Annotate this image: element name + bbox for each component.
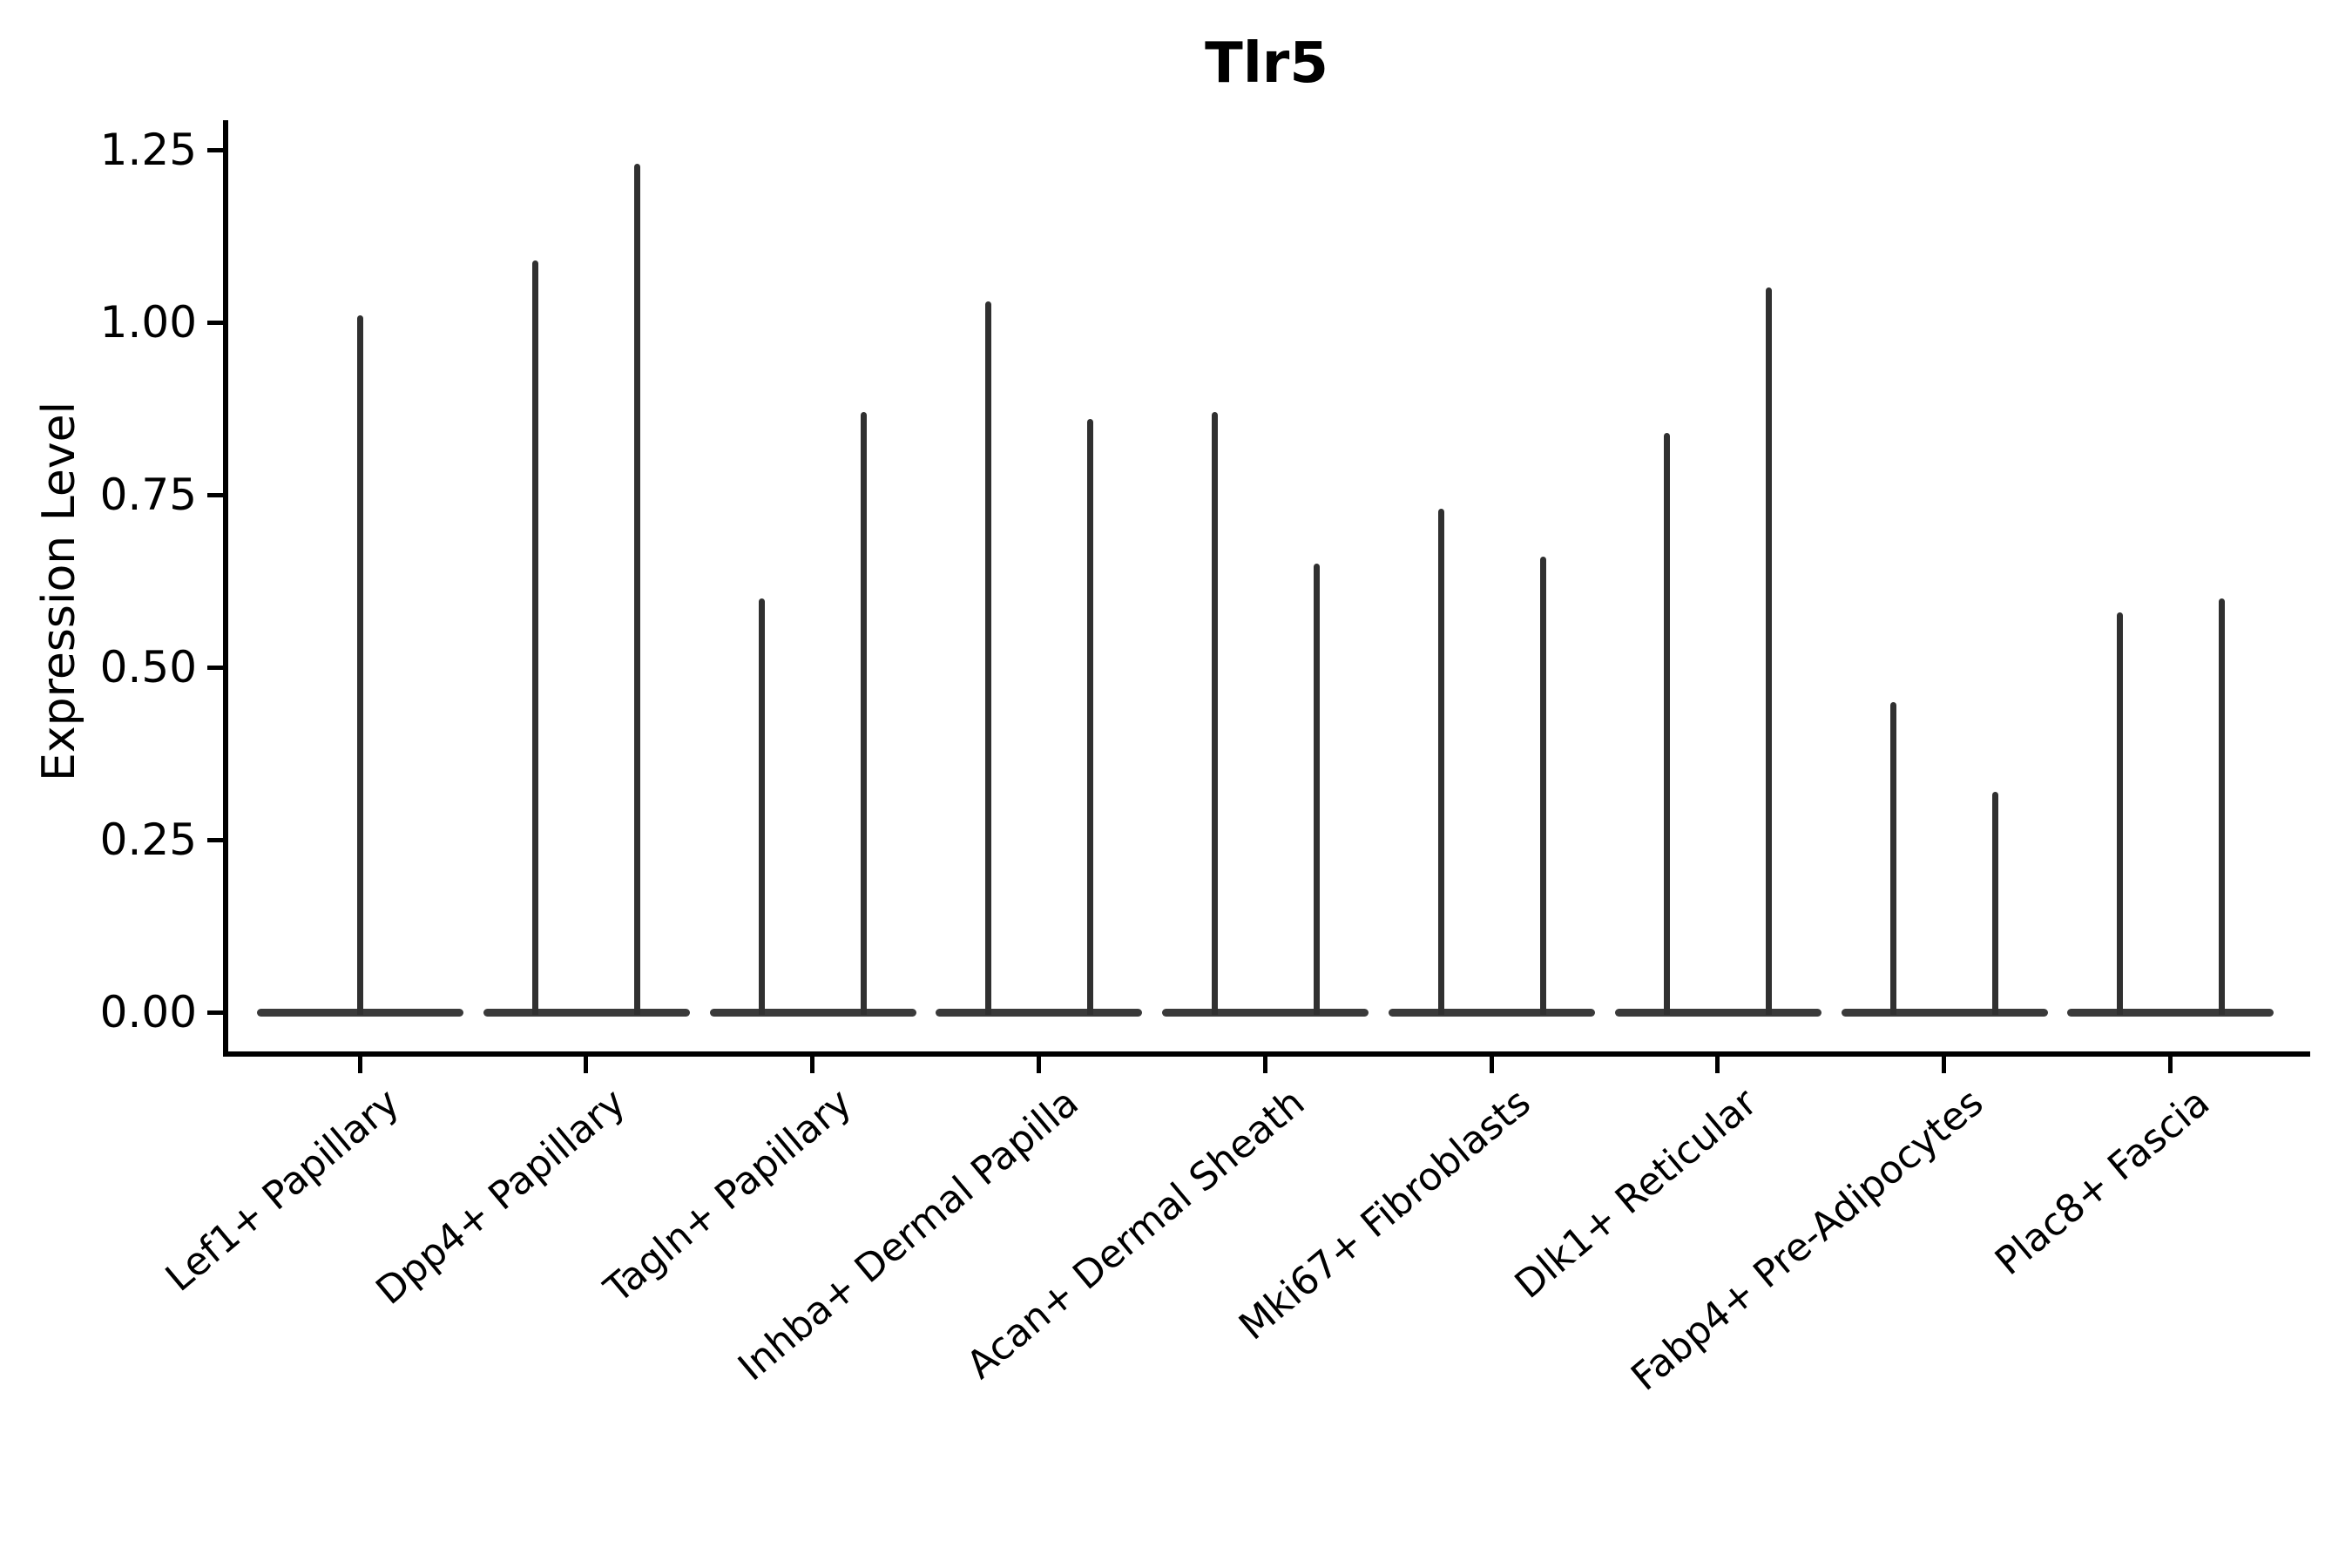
- violin-spike: [1992, 791, 1999, 1015]
- violin-spike: [532, 260, 539, 1015]
- violin-spike: [1437, 508, 1444, 1015]
- violin-body: [483, 1008, 690, 1017]
- x-tick-mark: [1489, 1057, 1494, 1073]
- violin-spike: [1313, 564, 1320, 1015]
- x-tick-label: Plac8+ Fascia: [1987, 1080, 2219, 1285]
- violin-spike: [2116, 612, 2123, 1015]
- x-tick-mark: [1942, 1057, 1947, 1073]
- x-tick-label: Dlk1+ Reticular: [1506, 1080, 1766, 1308]
- x-tick-label: Lef1+ Papillary: [157, 1080, 408, 1301]
- x-tick-mark: [2167, 1057, 2173, 1073]
- x-axis-line: [223, 1051, 2310, 1057]
- y-axis-line: [223, 120, 228, 1057]
- y-tick-label: 1.25: [99, 125, 197, 175]
- violin-spike: [1211, 411, 1218, 1015]
- y-tick-mark: [207, 665, 223, 670]
- violin-spike: [984, 301, 991, 1015]
- violin-body: [1389, 1008, 1595, 1017]
- violin-spike: [861, 411, 868, 1015]
- violin-body: [2067, 1008, 2274, 1017]
- violin-spike: [1539, 557, 1546, 1015]
- violin-spike: [759, 598, 766, 1015]
- x-tick-mark: [584, 1057, 589, 1073]
- y-tick-label: 0.50: [99, 642, 197, 693]
- y-tick-label: 0.00: [99, 987, 197, 1037]
- y-tick-label: 1.00: [99, 297, 197, 348]
- violin-spike: [1086, 418, 1093, 1015]
- violin-spike: [1766, 287, 1773, 1015]
- x-tick-label: Tagln+ Papillary: [596, 1080, 861, 1312]
- y-tick-mark: [207, 147, 223, 152]
- violin-body: [1162, 1008, 1369, 1017]
- violin-spike: [356, 315, 363, 1015]
- violin-body: [709, 1008, 916, 1017]
- y-tick-mark: [207, 492, 223, 497]
- y-tick-mark: [207, 320, 223, 325]
- violin-body: [1841, 1008, 2048, 1017]
- violin-body: [936, 1008, 1143, 1017]
- y-tick-mark: [207, 837, 223, 842]
- y-tick-label: 0.75: [99, 470, 197, 520]
- y-tick-mark: [207, 1010, 223, 1015]
- violin-body: [1614, 1008, 1821, 1017]
- x-tick-label: Dpp4+ Papillary: [368, 1080, 634, 1314]
- violin-spike: [1890, 701, 1897, 1015]
- y-axis-label: Expression Level: [33, 401, 85, 782]
- violin-spike: [634, 163, 641, 1015]
- x-tick-mark: [357, 1057, 362, 1073]
- x-tick-mark: [1262, 1057, 1267, 1073]
- chart-title: Tlr5: [1205, 31, 1328, 96]
- violin-spike: [2218, 598, 2225, 1015]
- y-tick-label: 0.25: [99, 814, 197, 865]
- x-tick-mark: [1715, 1057, 1720, 1073]
- x-tick-mark: [1036, 1057, 1041, 1073]
- x-tick-mark: [810, 1057, 815, 1073]
- violin-spike: [1664, 432, 1671, 1015]
